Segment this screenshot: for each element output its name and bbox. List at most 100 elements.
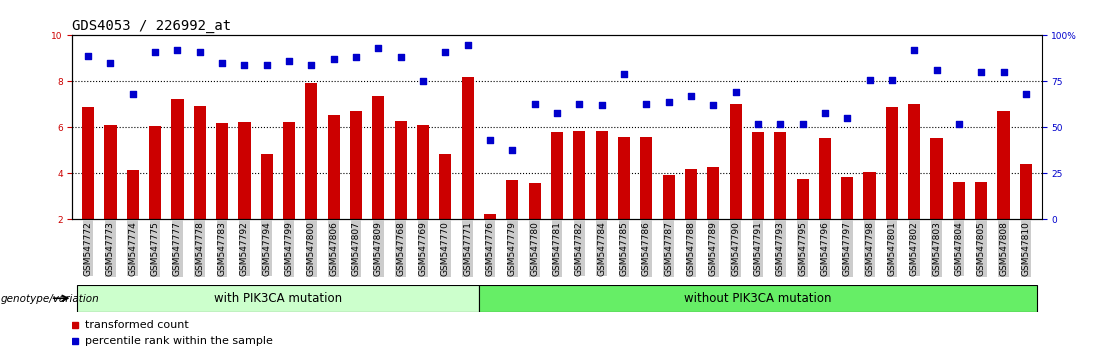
Bar [574, 131, 586, 219]
Text: GDS4053 / 226992_at: GDS4053 / 226992_at [72, 19, 232, 33]
Point [726, 90, 744, 95]
Point [213, 60, 231, 66]
Bar [596, 131, 608, 219]
Text: GSM547808: GSM547808 [999, 221, 1008, 276]
Bar [685, 169, 697, 219]
Text: GSM547792: GSM547792 [240, 221, 248, 275]
Text: GSM547783: GSM547783 [217, 221, 226, 276]
Bar [372, 96, 384, 219]
Point [548, 110, 566, 115]
Point [995, 69, 1013, 75]
Point [124, 91, 141, 97]
Bar [841, 177, 853, 219]
Text: GSM547809: GSM547809 [374, 221, 383, 276]
Point [481, 137, 499, 143]
Point [906, 47, 924, 53]
Point [302, 62, 320, 68]
Point [370, 45, 388, 51]
Text: with PIK3CA mutation: with PIK3CA mutation [214, 292, 342, 305]
Bar [707, 166, 720, 219]
Bar [238, 122, 251, 219]
Point [771, 121, 789, 127]
Point [682, 93, 700, 99]
Point [637, 101, 655, 106]
Text: GSM547785: GSM547785 [619, 221, 628, 276]
Text: GSM547789: GSM547789 [709, 221, 717, 276]
Text: GSM547794: GSM547794 [262, 221, 271, 275]
Bar [774, 132, 786, 219]
Bar [797, 179, 809, 219]
Text: GSM547775: GSM547775 [150, 221, 159, 276]
Bar [930, 138, 942, 219]
Bar [819, 138, 831, 219]
Bar [350, 111, 362, 219]
Point [593, 103, 610, 108]
Text: percentile rank within the sample: percentile rank within the sample [85, 336, 273, 346]
Point [704, 103, 722, 108]
Point [570, 101, 588, 106]
Point [414, 79, 432, 84]
Point [526, 101, 544, 106]
Text: GSM547782: GSM547782 [575, 221, 584, 275]
Bar [997, 111, 1009, 219]
Text: GSM547791: GSM547791 [753, 221, 762, 276]
Bar [82, 107, 95, 219]
Point [973, 69, 990, 75]
Point [749, 121, 766, 127]
Bar [305, 82, 317, 219]
Text: GSM547772: GSM547772 [84, 221, 92, 275]
Point [348, 55, 365, 60]
Text: GSM547787: GSM547787 [664, 221, 673, 276]
Bar [439, 154, 451, 219]
Text: GSM547803: GSM547803 [932, 221, 941, 276]
Text: GSM547797: GSM547797 [843, 221, 852, 276]
Bar [506, 181, 518, 219]
Text: GSM547774: GSM547774 [128, 221, 137, 275]
Text: genotype/variation: genotype/variation [1, 294, 100, 304]
Text: GSM547796: GSM547796 [821, 221, 830, 276]
Point [615, 71, 633, 77]
Text: GSM547798: GSM547798 [866, 221, 874, 276]
Text: without PIK3CA mutation: without PIK3CA mutation [684, 292, 832, 305]
Bar [952, 182, 965, 219]
Text: GSM547805: GSM547805 [977, 221, 986, 276]
Text: GSM547804: GSM547804 [955, 221, 964, 275]
Bar [908, 104, 920, 219]
Text: GSM547780: GSM547780 [530, 221, 539, 276]
Bar [194, 105, 206, 219]
Bar [283, 122, 295, 219]
Text: GSM547806: GSM547806 [329, 221, 339, 276]
Point [504, 147, 521, 152]
Point [437, 49, 455, 55]
Point [883, 77, 901, 82]
Bar [886, 107, 898, 219]
Bar [730, 104, 742, 219]
Text: GSM547799: GSM547799 [284, 221, 293, 276]
Point [235, 62, 253, 68]
Text: GSM547810: GSM547810 [1022, 221, 1030, 276]
Bar [77, 285, 479, 312]
Text: GSM547795: GSM547795 [798, 221, 808, 276]
Point [146, 49, 164, 55]
Text: GSM547773: GSM547773 [106, 221, 115, 276]
Bar [328, 115, 340, 219]
Bar [483, 214, 496, 219]
Point [839, 115, 857, 121]
Text: GSM547778: GSM547778 [195, 221, 204, 276]
Point [101, 60, 119, 66]
Bar [417, 125, 429, 219]
Bar [641, 137, 653, 219]
Bar [394, 120, 407, 219]
Point [928, 68, 946, 73]
Point [257, 62, 275, 68]
Text: GSM547784: GSM547784 [597, 221, 606, 275]
Text: GSM547769: GSM547769 [419, 221, 428, 276]
Point [392, 55, 410, 60]
Text: GSM547788: GSM547788 [686, 221, 695, 276]
Point [79, 53, 97, 58]
Point [459, 42, 477, 47]
Text: GSM547786: GSM547786 [642, 221, 651, 276]
Text: GSM547770: GSM547770 [441, 221, 450, 276]
Point [950, 121, 968, 127]
Text: GSM547807: GSM547807 [352, 221, 361, 276]
